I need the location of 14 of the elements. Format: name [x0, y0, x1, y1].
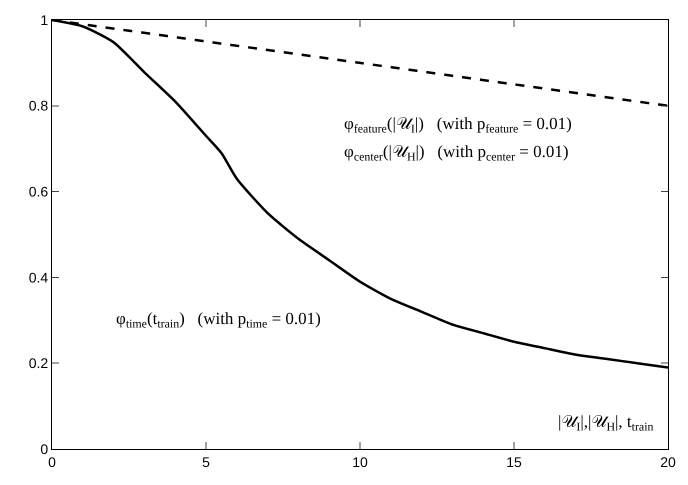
x-tick-label: 5: [202, 454, 210, 470]
annotation: φ$_{center}$(|𝒰$_{H}$|) (with p$_{center}$ = 0.01): [344, 142, 569, 164]
x-tick-label: 15: [506, 454, 522, 470]
annotation: φ$_{time}$(t$_{train}$) (with p$_{time}$ = 0.01): [116, 309, 321, 331]
x-axis-title: |𝒰$_{I}$|,|𝒰$_{H}$|, t$_{train}$: [558, 412, 654, 434]
x-tick-label: 20: [660, 454, 676, 470]
y-tick-label: 0.6: [28, 184, 48, 200]
y-tick-label: 1: [40, 12, 48, 28]
y-tick-label: 0.8: [28, 98, 48, 114]
y-tick-label: 0.2: [28, 355, 48, 372]
x-tick-label: 10: [352, 454, 368, 470]
annotation: φ$_{feature}$(|𝒰$_{I}$|) (with p$_{feature}$ = 0.01): [344, 114, 572, 136]
y-tick-label: 0: [40, 440, 48, 457]
y-tick-label: 0.4: [28, 269, 48, 286]
